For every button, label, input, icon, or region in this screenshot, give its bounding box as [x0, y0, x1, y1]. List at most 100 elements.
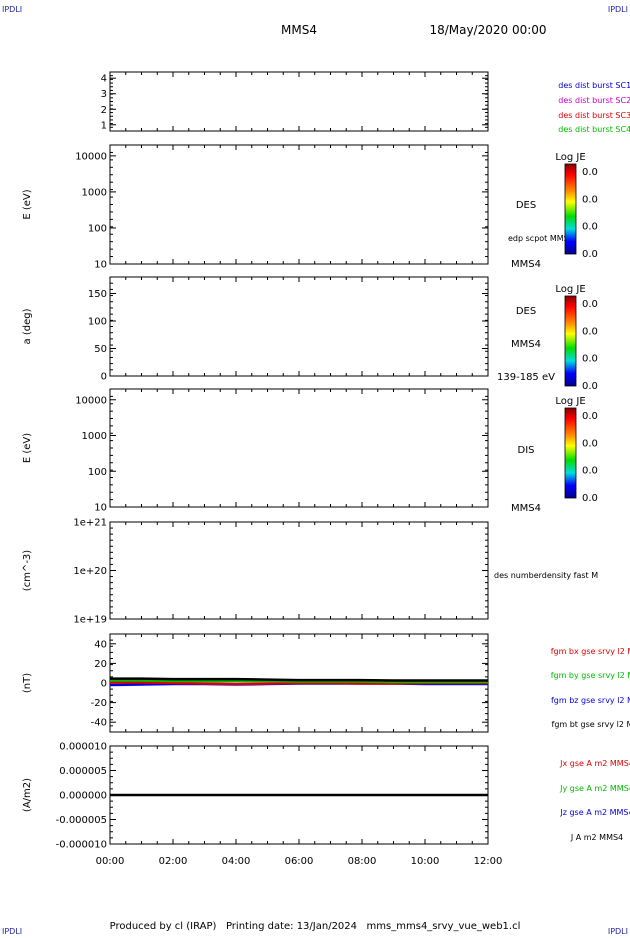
- y-tick-label: 0.000005: [59, 766, 107, 777]
- corner-tag-bottom-left: IPDLI: [2, 927, 22, 934]
- y-tick-label: 3: [101, 89, 107, 100]
- y-tick-label: 1: [101, 120, 107, 131]
- legend-label: Jz gse A m2 MMS4: [559, 808, 630, 817]
- panel-current-density: -0.000010 -0.000005 0.000000 0.000005 0.0000…: [22, 742, 630, 851]
- y-tick-label: 50: [94, 344, 107, 355]
- y-tick-label: 1000: [82, 187, 107, 198]
- time-tick-label: 04:00: [222, 856, 251, 867]
- y-tick-label: -40: [91, 718, 107, 729]
- header-spacecraft: MMS4: [281, 23, 317, 37]
- legend-label: des dist burst SC4 MMS4: [558, 125, 630, 134]
- y-tick-label: 10000: [75, 395, 107, 406]
- y-tick-label: 0.000010: [59, 742, 107, 753]
- time-tick-label: 10:00: [411, 856, 440, 867]
- colorbar: [565, 408, 576, 498]
- panel-dis-energy: 10 100 1000 10000 E (eV) DIS MMS4 Log JE 0.0 0.0 0…: [22, 389, 598, 514]
- colorbar-label: Log JE: [555, 284, 585, 295]
- panel-frame: [110, 389, 488, 507]
- panel-side-label: DIS: [518, 445, 535, 456]
- time-tick-label: 02:00: [159, 856, 188, 867]
- y-tick-label: 0.000000: [59, 791, 107, 802]
- time-tick-label: 06:00: [285, 856, 314, 867]
- corner-tag-top-right: IPDLI: [608, 5, 628, 14]
- y-tick-label: 40: [94, 639, 107, 650]
- colorbar-tick-label: 0.0: [582, 381, 598, 392]
- panel-side-label: DES: [516, 306, 536, 317]
- colorbar-tick-label: 0.0: [582, 411, 598, 422]
- footer-text: Produced by cl (IRAP) Printing date: 13/…: [110, 921, 521, 932]
- colorbar-tick-label: 0.0: [582, 167, 598, 178]
- panel-side-label: MMS4: [511, 339, 541, 350]
- time-tick-label: 08:00: [348, 856, 377, 867]
- panel-side-label: 139-185 eV: [497, 372, 555, 383]
- legend-label: des dist burst SC2 MMS2: [558, 96, 630, 105]
- panel-frame: [110, 145, 488, 264]
- y-tick-label: -0.000005: [56, 815, 107, 826]
- y-tick-label: 0: [101, 372, 107, 383]
- y-tick-label: 1e+20: [73, 566, 107, 577]
- colorbar-tick-label: 0.0: [582, 194, 598, 205]
- y-axis-label: a (deg): [22, 308, 33, 344]
- y-tick-label: 10: [94, 503, 107, 514]
- colorbar-tick-label: 0.0: [582, 493, 598, 504]
- y-tick-label: 100: [88, 317, 107, 328]
- y-axis-label: E (eV): [22, 433, 33, 463]
- colorbar-tick-label: 0.0: [582, 466, 598, 477]
- panel-frame: [110, 522, 488, 619]
- colorbar-tick-label: 0.0: [582, 438, 598, 449]
- y-tick-label: 100: [88, 223, 107, 234]
- colorbar-tick-label: 0.0: [582, 222, 598, 233]
- colorbar-label: Log JE: [555, 152, 585, 163]
- y-tick-label: 1000: [82, 431, 107, 442]
- corner-tag-bottom-right: IPDLI: [608, 927, 628, 934]
- panel-des-energy: 10 100 1000 10000 E (eV) DES MMS4 edp scpot MMS…: [22, 145, 598, 271]
- y-axis-label: (A/m2): [22, 778, 33, 812]
- corner-tag-top-left: IPDLI: [2, 5, 22, 14]
- panel-side-label: DES: [516, 200, 536, 211]
- legend-label: des dist burst SC1 MMS1: [558, 81, 630, 90]
- legend-label: Jy gse A m2 MMS4: [559, 784, 630, 793]
- y-axis-label: E (eV): [22, 189, 33, 219]
- legend-label: fgm bt gse srvy l2 MMS4: [552, 720, 630, 729]
- y-axis-label: (nT): [22, 673, 33, 693]
- colorbar-tick-label: 0.0: [582, 326, 598, 337]
- y-tick-label: 20: [94, 659, 107, 670]
- y-tick-label: 1e+19: [73, 615, 107, 626]
- colorbar-tick-label: 0.0: [582, 299, 598, 310]
- legend-label: Jx gse A m2 MMS4: [559, 759, 630, 768]
- colorbar: [565, 296, 576, 386]
- colorbar-tick-label: 0.0: [582, 354, 598, 365]
- legend-label: fgm bz gse srvy l2 MMS4: [551, 696, 630, 705]
- panel-side-label: MMS4: [511, 503, 541, 514]
- y-tick-label: -0.000010: [56, 840, 107, 851]
- panels: 1 2 3 4 des dist burst SC1 MMS1 des dist burs…: [22, 72, 630, 867]
- y-tick-label: 10000: [75, 151, 107, 162]
- legend-label: fgm bx gse srvy l2 MMS4: [551, 647, 630, 656]
- legend-label: fgm by gse srvy l2 MMS4: [551, 671, 630, 680]
- y-tick-label: -20: [91, 698, 107, 709]
- y-tick-label: 10: [94, 260, 107, 271]
- panel-frame: [110, 72, 488, 131]
- colorbar-label: Log JE: [555, 396, 585, 407]
- y-tick-label: 4: [101, 74, 107, 85]
- y-tick-label: 100: [88, 467, 107, 478]
- panel-des-pitch-angle: 0 50 100 150 a (deg) DES MMS4 139-185 eV Log JE 0…: [22, 277, 598, 392]
- panel-spacecraft-index: 1 2 3 4 des dist burst SC1 MMS1 des dist burs…: [101, 72, 630, 134]
- panel-side-label: MMS4: [511, 259, 541, 270]
- legend-label: J A m2 MMS4: [570, 833, 623, 842]
- y-tick-label: 2: [101, 105, 107, 116]
- overlay-label: edp scpot MMS4: [508, 234, 574, 243]
- legend-label: des dist burst SC3 MMS3: [558, 111, 630, 120]
- y-tick-label: 150: [88, 289, 107, 300]
- header-datetime: 18/May/2020 00:00: [429, 23, 546, 37]
- panel-frame: [110, 277, 488, 376]
- y-axis-label: (cm^-3): [22, 550, 33, 591]
- colorbar: [565, 164, 576, 254]
- time-tick-label: 12:00: [474, 856, 503, 867]
- colorbar-tick-label: 0.0: [582, 249, 598, 260]
- legend-label: des numberdensity fast M: [494, 571, 598, 580]
